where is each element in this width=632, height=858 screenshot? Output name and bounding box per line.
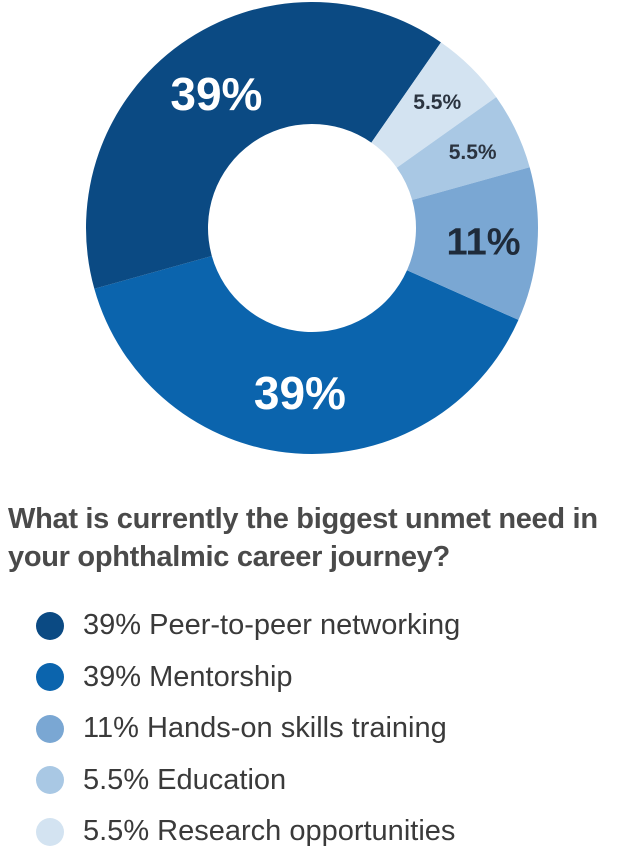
donut-chart: 39% 39% 5.5% 5.5% 11% xyxy=(86,2,538,454)
legend-item-research: 5.5% Research opportunities xyxy=(36,806,460,858)
slice-mentorship xyxy=(94,255,519,454)
legend-item-education: 5.5% Education xyxy=(36,755,460,807)
legend-swatch-education xyxy=(36,766,64,795)
slice-research xyxy=(371,42,497,168)
legend-swatch-research xyxy=(36,817,64,846)
legend-label-hands-on-training: 11% Hands-on skills training xyxy=(83,712,447,745)
slice-label-hands-on-training: 11% xyxy=(447,221,521,263)
legend-item-mentorship: 39% Mentorship xyxy=(36,652,460,704)
slice-education xyxy=(396,97,530,201)
slice-peer-networking xyxy=(86,2,441,289)
slice-label-peer-networking: 39% xyxy=(170,68,262,120)
legend-label-mentorship: 39% Mentorship xyxy=(83,660,293,693)
legend-item-hands-on-training: 11% Hands-on skills training xyxy=(36,703,460,755)
slice-label-education: 5.5% xyxy=(449,141,497,164)
legend-label-education: 5.5% Education xyxy=(83,763,287,796)
chart-question-title: What is currently the biggest unmet need… xyxy=(8,503,598,573)
legend-swatch-peer-networking xyxy=(36,611,64,640)
slice-label-research: 5.5% xyxy=(413,91,461,114)
legend-label-peer-networking: 39% Peer-to-peer networking xyxy=(83,609,461,642)
legend-swatch-mentorship xyxy=(36,663,64,692)
legend: 39% Peer-to-peer networking 39% Mentorsh… xyxy=(36,600,460,858)
legend-swatch-hands-on-training xyxy=(36,714,64,743)
slice-hands-on-training xyxy=(407,167,538,320)
legend-label-research: 5.5% Research opportunities xyxy=(83,815,456,848)
slice-label-mentorship: 39% xyxy=(254,367,346,419)
legend-item-peer-networking: 39% Peer-to-peer networking xyxy=(36,600,460,652)
